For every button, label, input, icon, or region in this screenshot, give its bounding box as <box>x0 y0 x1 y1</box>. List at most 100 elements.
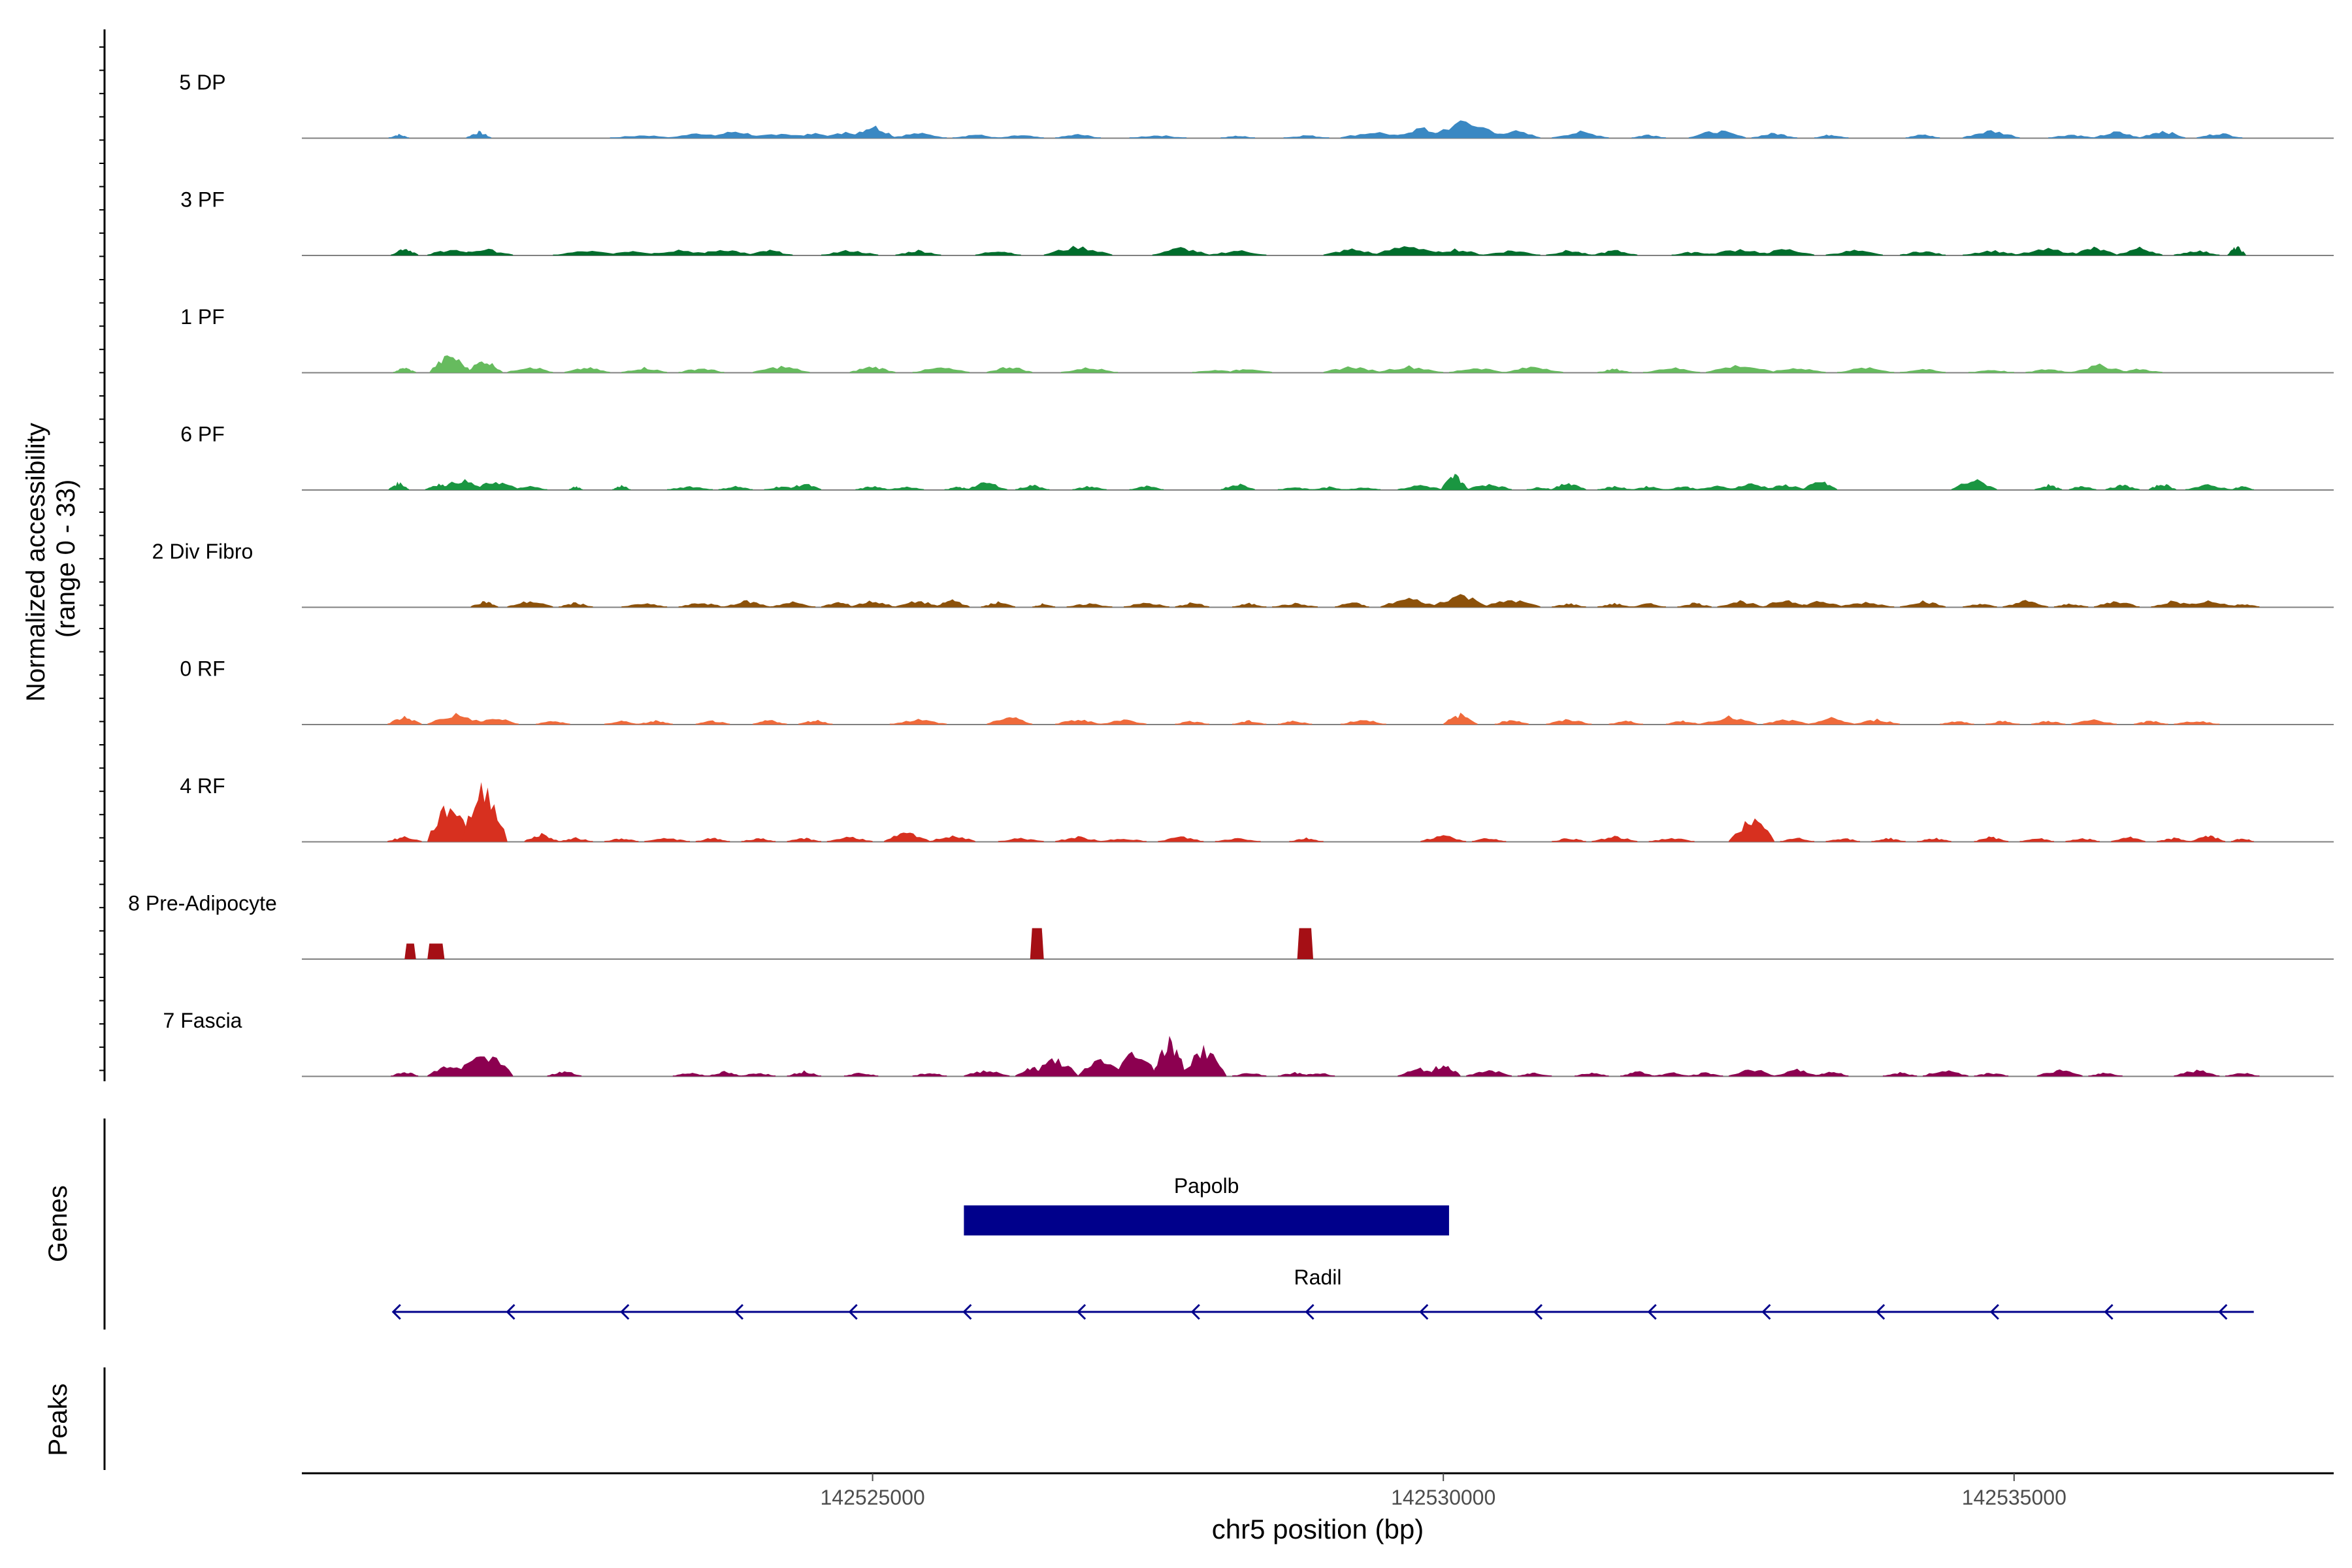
x-tick-label: 142525000 <box>821 1486 925 1509</box>
coverage-peak <box>1466 1070 1512 1077</box>
track-8-pre-adipocyte: 8 Pre-Adipocyte <box>128 892 2334 960</box>
coverage-peak <box>695 838 730 842</box>
coverage-peak <box>1289 837 1324 842</box>
coverage-peak <box>981 601 1015 608</box>
coverage-peak <box>1101 839 1147 842</box>
coverage-peak <box>2053 603 2089 608</box>
coverage-peak <box>638 720 673 725</box>
coverage-peak <box>2117 368 2163 373</box>
coverage-peak <box>427 713 485 725</box>
coverage-peak <box>1375 365 1444 373</box>
coverage-peak <box>1974 836 2009 842</box>
coverage-peak <box>1654 1072 1689 1077</box>
coverage-peak <box>1620 1071 1655 1077</box>
coverage-peak <box>2230 838 2254 842</box>
coverage-peak <box>889 719 947 725</box>
strand-arrow <box>1190 1303 1200 1320</box>
coverage-peak <box>1220 483 1255 490</box>
coverage-peak <box>1426 248 1484 255</box>
coverage-peak <box>2225 1073 2260 1077</box>
coverage-peak <box>473 719 519 725</box>
coverage-peak <box>621 367 668 373</box>
coverage-peak <box>987 717 1033 725</box>
track-7-fascia: 7 Fascia <box>163 1009 2334 1077</box>
coverage-peak <box>536 721 570 725</box>
coverage-peak <box>507 601 553 608</box>
coverage-peak <box>707 131 764 139</box>
coverage-peak <box>1277 721 1313 725</box>
coverage-peak <box>1757 249 1814 255</box>
gene-exon-bar <box>964 1205 1449 1235</box>
coverage-peak <box>1552 130 1609 139</box>
coverage-peak <box>821 602 856 608</box>
coverage-peak <box>644 838 690 842</box>
coverage-peak <box>1323 366 1381 373</box>
coverage-peak <box>1101 719 1147 725</box>
coverage-y-axis-ticks <box>99 46 105 1071</box>
coverage-peak <box>2225 604 2260 608</box>
track-1-pf: 1 PF <box>180 305 2334 374</box>
coverage-peak <box>1066 603 1113 608</box>
coverage-peak <box>461 782 508 842</box>
coverage-peak <box>952 135 998 139</box>
coverage-peak <box>930 835 975 842</box>
coverage-peak <box>2174 1070 2220 1077</box>
coverage-peak <box>1780 838 1814 842</box>
coverage-peak <box>1340 132 1409 139</box>
coverage-peak <box>438 479 485 490</box>
coverage-peak <box>507 367 553 373</box>
coverage-peak <box>1677 602 1712 608</box>
coverage-peak <box>672 1073 708 1077</box>
coverage-peak <box>707 1071 742 1077</box>
track-label: 3 PF <box>180 188 225 212</box>
coverage-peak <box>1175 721 1209 725</box>
coverage-peak <box>1808 717 1855 725</box>
coverage-peak <box>855 486 890 490</box>
coverage-peak <box>1700 715 1757 725</box>
coverage-peak <box>889 486 924 490</box>
coverage-peak <box>1609 721 1643 725</box>
coverage-peak <box>1803 482 1837 490</box>
coverage-peak <box>1494 720 1529 725</box>
coverage-peak <box>2014 248 2083 255</box>
track-label: 1 PF <box>180 305 225 329</box>
coverage-peak <box>568 486 583 490</box>
coverage-peak <box>2071 719 2117 725</box>
coverage-peak <box>1597 485 1632 490</box>
coverage-peak <box>470 601 498 608</box>
coverage-peak <box>1152 247 1209 255</box>
coverage-peak <box>1797 600 1843 608</box>
coverage-peak <box>1466 483 1512 490</box>
coverage-peak <box>884 832 930 842</box>
coverage-block <box>427 943 445 959</box>
coverage-peak <box>1837 602 1895 608</box>
coverage-peak <box>821 250 879 255</box>
coverage-peak <box>1220 135 1255 139</box>
coverage-peak <box>849 600 896 608</box>
coverage-peak <box>1448 368 1507 373</box>
track-label: 2 Div Fibro <box>152 540 253 563</box>
coverage-peak <box>1774 1068 1820 1077</box>
coverage-peak <box>2025 369 2072 373</box>
track-label: 6 PF <box>180 423 225 446</box>
coverage-peak <box>524 832 559 842</box>
x-axis-ticks: 142525000 142530000 142535000 <box>821 1473 2066 1509</box>
coverage-peak <box>2134 721 2168 725</box>
strand-arrow <box>1533 1303 1543 1320</box>
coverage-peak <box>1985 721 2020 725</box>
coverage-peak <box>889 133 947 139</box>
coverage-peak <box>2002 600 2049 608</box>
track-label: 5 DP <box>179 71 225 94</box>
coverage-peak <box>391 249 419 255</box>
coverage-peak <box>1963 130 2020 139</box>
coverage-peak <box>2019 838 2054 842</box>
coverage-peak <box>1825 250 1883 255</box>
coverage-peak <box>1420 835 1467 842</box>
coverage-peak <box>1431 594 1490 608</box>
coverage-peak <box>1694 485 1740 490</box>
coverage-peak <box>1032 603 1056 608</box>
coverage-peak <box>1963 604 1997 608</box>
coverage-peak <box>747 250 793 255</box>
coverage-peak <box>1323 248 1381 255</box>
coverage-peak <box>1158 836 1204 842</box>
